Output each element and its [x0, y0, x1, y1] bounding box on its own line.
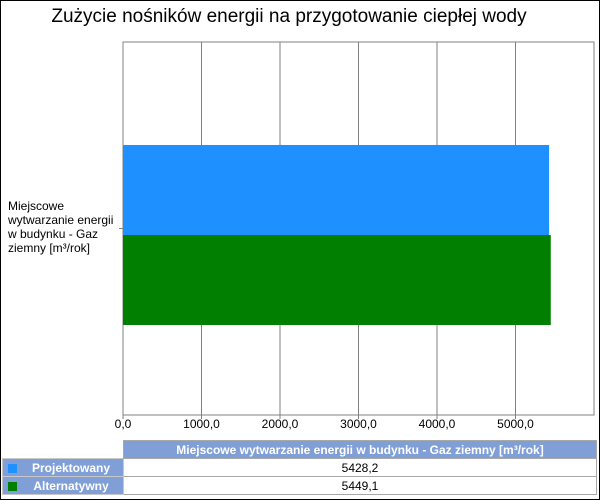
bar-alternatywny [123, 235, 551, 325]
tick-label: 0,0 [115, 417, 132, 431]
swatch-alternatywny [8, 481, 17, 491]
legend-alternatywny: Alternatywny [2, 476, 124, 495]
chart-plot: 0,0 1000,0 2000,0 3000,0 4000,0 5000,0 [115, 41, 595, 431]
tick-label: 3000,0 [340, 417, 377, 431]
tick-label: 2000,0 [262, 417, 299, 431]
data-table: Miejscowe wytwarzanie energii w budynku … [2, 440, 597, 495]
tick-label: 4000,0 [419, 417, 456, 431]
category-label: Miejscowe wytwarzanie energii w budynku … [8, 199, 114, 255]
table-row: Alternatywny 5449,1 [2, 476, 597, 495]
row-label-text: Alternatywny [33, 478, 109, 493]
row-label-text: Projektowany [31, 460, 111, 475]
bars [123, 145, 551, 325]
swatch-projektowany [8, 463, 17, 473]
table-header: Miejscowe wytwarzanie energii w budynku … [123, 440, 597, 459]
table-row: Projektowany 5428,2 [2, 458, 597, 477]
value-alternatywny: 5449,1 [123, 476, 597, 495]
x-axis-ticks: 0,0 1000,0 2000,0 3000,0 4000,0 5000,0 [115, 228, 534, 431]
legend-projektowany: Projektowany [2, 458, 124, 477]
value-projektowany: 5428,2 [123, 458, 597, 477]
table-corner [3, 441, 124, 459]
tick-label: 5000,0 [497, 417, 534, 431]
bar-projektowany [123, 145, 550, 235]
chart-title: Zużycie nośników energii na przygotowani… [51, 6, 527, 27]
tick-label: 1000,0 [183, 417, 220, 431]
